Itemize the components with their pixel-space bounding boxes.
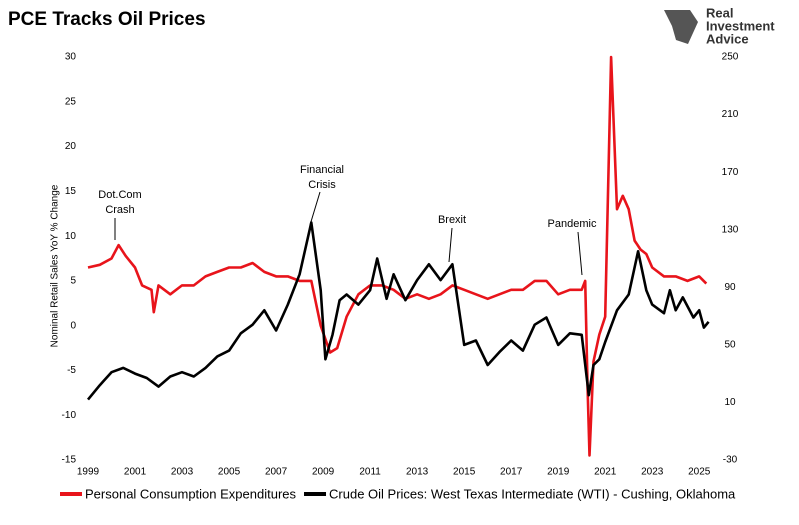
y2-tick-label: 90: [724, 282, 736, 293]
annotation-leader: [309, 191, 321, 226]
y2-tick-label: 130: [722, 224, 739, 235]
x-tick-label: 2025: [688, 467, 711, 478]
x-tick-label: 2015: [453, 467, 476, 478]
legend-label: Crude Oil Prices: West Texas Intermediat…: [329, 486, 736, 501]
brand: Real: [706, 5, 733, 20]
legend-swatch: [304, 492, 327, 496]
x-tick-label: 2017: [500, 467, 523, 478]
y-tick-label: 30: [65, 52, 77, 63]
annotation-leader: [448, 227, 453, 263]
y-tick-label: 15: [65, 186, 77, 197]
annotation-leader: [577, 231, 583, 276]
x-tick-label: 2019: [547, 467, 570, 478]
series-line: [87, 55, 708, 457]
y-axis-label: Nominal Retail Sales YoY % Change: [50, 184, 61, 347]
annotation: Dot.Com: [98, 189, 141, 201]
y-tick-label: 25: [65, 96, 77, 107]
y2-tick-label: 170: [722, 167, 739, 178]
y-tick-label: 0: [70, 320, 76, 331]
annotation: Pandemic: [548, 218, 597, 230]
x-tick-label: 2009: [312, 467, 335, 478]
y-tick-label: 20: [65, 141, 77, 152]
x-tick-label: 2003: [171, 467, 194, 478]
y2-tick-label: 250: [722, 52, 739, 63]
annotation: Financial: [300, 164, 344, 176]
y-tick-label: 5: [70, 276, 76, 287]
chart-title: PCE Tracks Oil Prices: [8, 9, 206, 30]
x-tick-label: 2013: [406, 467, 429, 478]
y2-tick-label: 10: [724, 397, 736, 408]
x-tick-label: 2007: [265, 467, 288, 478]
y2-tick-label: -30: [723, 455, 738, 466]
brand: Advice: [706, 31, 749, 46]
series-line: [86, 221, 710, 401]
annotation: Crisis: [308, 179, 336, 191]
x-tick-label: 2021: [594, 467, 617, 478]
legend-swatch: [60, 492, 82, 496]
y-tick-label: -10: [62, 410, 77, 421]
y2-tick-label: 210: [722, 109, 739, 120]
logo-mark: [664, 10, 698, 44]
y-tick-label: -15: [62, 455, 77, 466]
x-tick-label: 2023: [641, 467, 664, 478]
annotation: Crash: [105, 204, 134, 216]
x-tick-label: 2005: [218, 467, 241, 478]
brand: Investment: [706, 18, 775, 33]
x-tick-label: 1999: [77, 467, 100, 478]
y-tick-label: -5: [67, 365, 76, 376]
logo: Real Investment Advice: [664, 5, 775, 46]
legend-label: Personal Consumption Expenditures: [85, 486, 297, 501]
x-tick-label: 2001: [124, 467, 147, 478]
y2-tick-label: 50: [724, 339, 736, 350]
y-tick-label: 10: [65, 231, 77, 242]
x-tick-label: 2011: [359, 467, 381, 478]
annotation: Brexit: [438, 214, 466, 226]
